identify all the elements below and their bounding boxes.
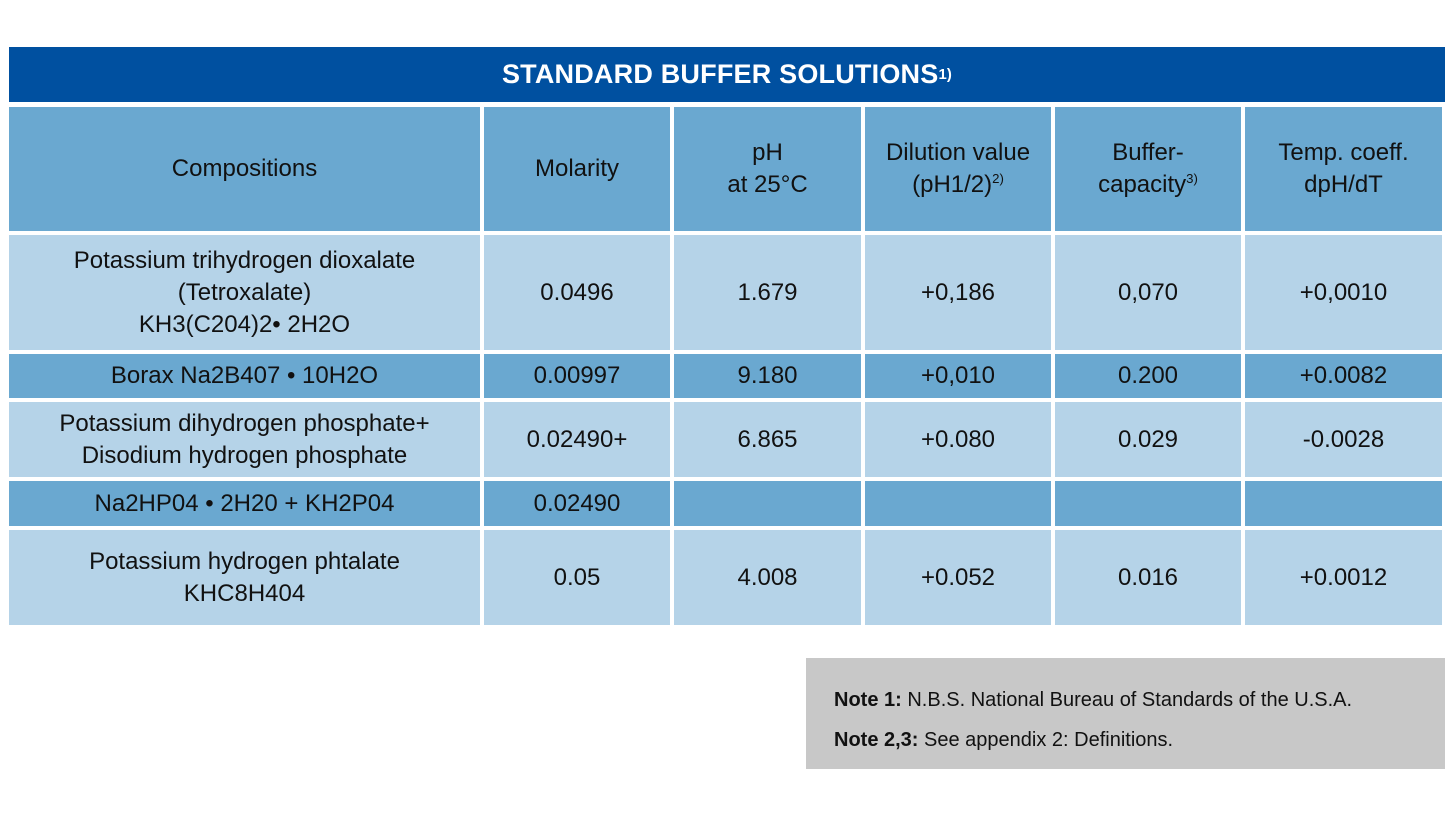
cell-molarity: 0.02490+ [484,402,670,477]
cell-molarity: 0.0496 [484,235,670,350]
composition-line: Potassium hydrogen phtalate [89,547,400,575]
note-text: N.B.S. National Bureau of Standards of t… [901,689,1353,711]
cell-buffer: 0.016 [1055,530,1241,625]
cell-temp: +0,0010 [1245,235,1442,350]
composition-line: KH3(C204)2• 2H2O [138,310,351,338]
cell-temp: -0.0028 [1245,402,1442,477]
note-2-3: Note 2,3: See appendix 2: Definitions. [834,720,1445,760]
cell-dilution: +0.052 [865,530,1051,625]
composition-line: Potassium trihydrogen dioxalate [73,246,416,274]
cell-temp: +0.0082 [1245,354,1442,398]
dilution-value: +0,186 [920,278,996,306]
dilution-value: +0.052 [920,563,996,591]
cell-composition: Potassium dihydrogen phosphate+ Disodium … [9,402,480,477]
footnote-marker: 2) [992,171,1004,186]
composition-line: Potassium dihydrogen phosphate+ [59,409,430,437]
cell-dilution: +0,186 [865,235,1051,350]
cell-buffer: 0.200 [1055,354,1241,398]
cell-ph: 4.008 [674,530,861,625]
header-buffer-capacity: Buffer-capacity3) [1055,107,1241,231]
cell-temp [1245,481,1442,526]
header-compositions: Compositions [9,107,480,231]
cell-composition: Na2HP04 • 2H20 + KH2P04 [9,481,480,526]
note-label: Note 1: [834,689,902,711]
molarity-value: 0.02490 [533,489,621,517]
cell-buffer [1055,481,1241,526]
dilution-value: +0,010 [920,362,996,389]
header-label: Molarity [534,155,619,182]
cell-ph: 6.865 [674,402,861,477]
note-1: Note 1: N.B.S. National Bureau of Standa… [834,680,1445,720]
cell-temp: +0.0012 [1245,530,1442,625]
composition-line: Na2HP04 • 2H20 + KH2P04 [94,489,395,517]
temp-value: +0.0012 [1299,563,1388,591]
molarity-value: 0.05 [553,563,601,591]
temp-value: +0.0082 [1299,362,1388,389]
header-label-text: capacity [1098,171,1187,198]
temp-value: +0,0010 [1299,278,1388,306]
cell-composition: Potassium hydrogen phtalate KHC8H404 [9,530,480,625]
header-label: Compositions [171,155,318,182]
cell-ph: 1.679 [674,235,861,350]
cell-ph: 9.180 [674,354,861,398]
note-text: See appendix 2: Definitions. [918,729,1174,751]
header-ph: pH at 25°C [674,107,861,231]
header-temp-coeff: Temp. coeff. dpH/dT [1245,107,1442,231]
cell-buffer: 0,070 [1055,235,1241,350]
notes-box: Note 1: N.B.S. National Bureau of Standa… [806,658,1445,769]
header-label: Dilution value [885,139,1031,166]
molarity-value: 0.00997 [533,362,621,389]
cell-molarity: 0.02490 [484,481,670,526]
header-label: (pH1/2)2) [912,169,1004,201]
ph-value: 1.679 [737,278,798,306]
cell-composition: Potassium trihydrogen dioxalate (Tetroxal… [9,235,480,350]
composition-line: Borax Na2B407 • 10H2O [110,362,379,389]
composition-line: (Tetroxalate) [177,278,312,306]
buffer-table: Compositions Molarity pH at 25°C Dilution… [9,107,1442,625]
header-label: Temp. coeff. [1278,139,1409,166]
buffer-value: 0.016 [1117,563,1179,591]
header-label-text: (pH1/2) [912,171,993,198]
cell-dilution: +0.080 [865,402,1051,477]
header-label: Buffer- [1112,139,1184,166]
molarity-value: 0.02490+ [526,425,628,453]
header-label: pH [752,139,783,166]
temp-value: -0.0028 [1302,425,1385,453]
cell-dilution [865,481,1051,526]
cell-buffer: 0.029 [1055,402,1241,477]
buffer-value: 0.200 [1117,362,1179,389]
header-label: at 25°C [727,171,808,198]
footnote-marker: 3) [1186,171,1198,186]
title-text: STANDARD BUFFER SOLUTIONS [501,59,939,89]
cell-molarity: 0.00997 [484,354,670,398]
cell-ph [674,481,861,526]
molarity-value: 0.0496 [540,278,614,306]
note-label: Note 2,3: [834,729,919,751]
buffer-value: 0.029 [1117,425,1179,453]
header-dilution: Dilution value (pH1/2)2) [865,107,1051,231]
composition-line: Disodium hydrogen phosphate [81,441,408,469]
ph-value: 4.008 [737,563,798,591]
cell-dilution: +0,010 [865,354,1051,398]
dilution-value: +0.080 [920,425,996,453]
ph-value: 6.865 [737,425,798,453]
ph-value: 9.180 [737,362,798,389]
header-molarity: Molarity [484,107,670,231]
header-label: capacity3) [1098,169,1198,201]
buffer-value: 0,070 [1117,278,1179,306]
table-title: STANDARD BUFFER SOLUTIONS 1) [9,47,1445,102]
composition-line: KHC8H404 [183,579,306,607]
header-label: dpH/dT [1304,171,1383,198]
cell-composition: Borax Na2B407 • 10H2O [9,354,480,398]
cell-molarity: 0.05 [484,530,670,625]
